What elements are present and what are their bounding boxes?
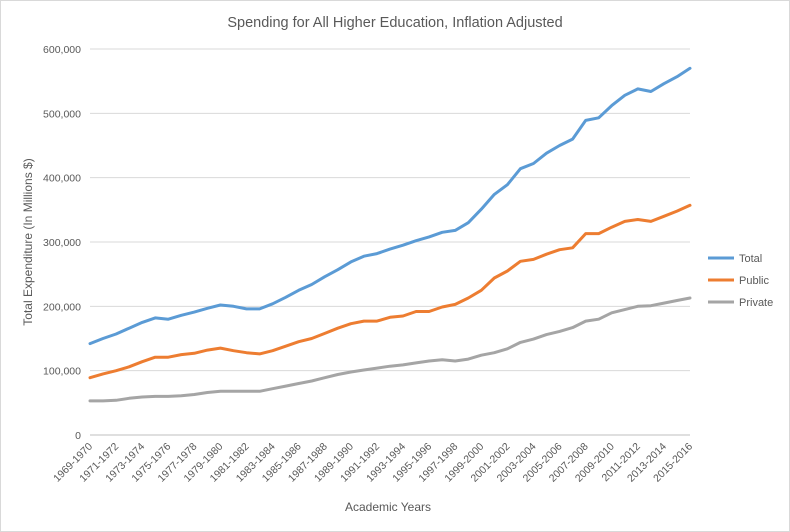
y-axis-label: Total Expenditure (In Millions $): [21, 158, 35, 325]
y-tick-label: 0: [75, 430, 81, 442]
series-line-private: [88, 296, 692, 403]
legend-label-private: Private: [739, 297, 773, 309]
series-line-public: [88, 203, 692, 380]
y-tick-label: 600,000: [43, 44, 81, 56]
x-axis-label: Academic Years: [345, 500, 431, 514]
gridlines: [90, 48, 690, 436]
legend-label-total: Total: [739, 253, 762, 265]
legend: Total Public Private: [708, 253, 773, 309]
y-tick-label: 300,000: [43, 237, 81, 249]
series-line-total: [88, 66, 692, 346]
chart-title: Spending for All Higher Education, Infla…: [227, 15, 562, 31]
y-tick-label: 400,000: [43, 173, 81, 185]
y-tick-label: 500,000: [43, 108, 81, 120]
legend-label-public: Public: [739, 275, 769, 287]
y-tick-label: 100,000: [43, 366, 81, 378]
y-tick-label: 200,000: [43, 301, 81, 313]
x-axis-ticks: 1969-19701971-19721973-19741975-19761977…: [51, 441, 695, 485]
y-axis-ticks: 0 100,000 200,000 300,000 400,000 500,000 600,…: [43, 44, 81, 442]
series-lines: [88, 66, 692, 403]
